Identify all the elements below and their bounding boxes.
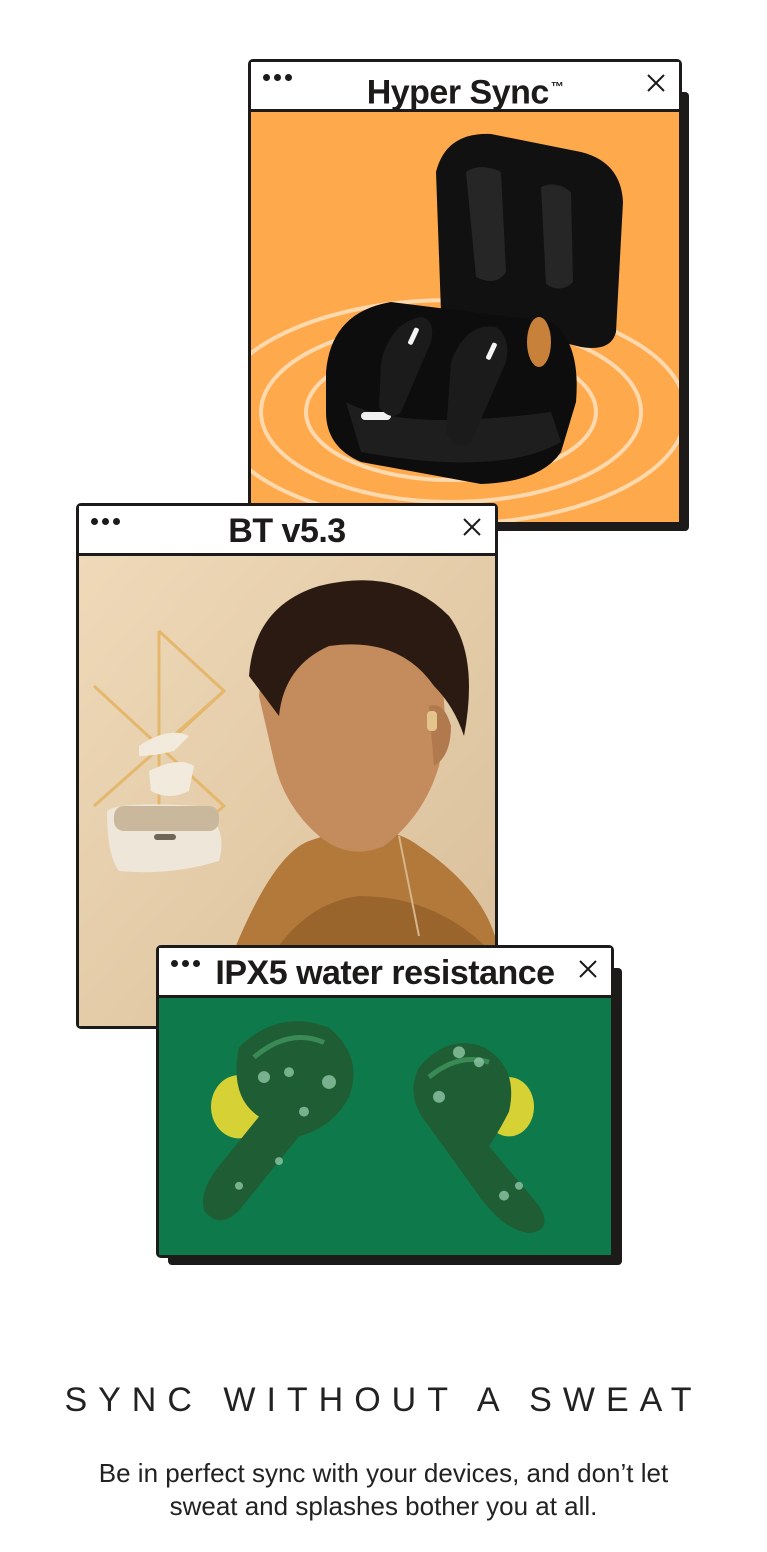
menu-dots-icon[interactable] <box>171 960 200 967</box>
section-headline: SYNC WITHOUT A SWEAT <box>64 1380 703 1419</box>
close-icon[interactable] <box>577 958 599 980</box>
menu-dots-icon[interactable] <box>91 518 120 525</box>
window-title: BT v5.3 <box>228 512 346 550</box>
window-title: Hyper Sync ™ <box>366 73 564 112</box>
window-titlebar: BT v5.3 <box>79 506 495 556</box>
menu-dots-icon[interactable] <box>263 74 292 81</box>
green-earbuds-image <box>159 998 611 1255</box>
close-icon[interactable] <box>461 516 483 538</box>
window-titlebar: Hyper Sync ™ <box>251 62 679 112</box>
earbuds-case-image <box>251 112 679 522</box>
hyper-sync-window: Hyper Sync ™ <box>248 59 682 525</box>
close-icon[interactable] <box>645 72 667 94</box>
window-titlebar: IPX5 water resistance <box>159 948 611 998</box>
ipx5-window: IPX5 water resistance <box>156 945 614 1258</box>
window-title: IPX5 water resistance <box>215 954 555 992</box>
section-description: Be in perfect sync with your devices, an… <box>98 1458 669 1521</box>
